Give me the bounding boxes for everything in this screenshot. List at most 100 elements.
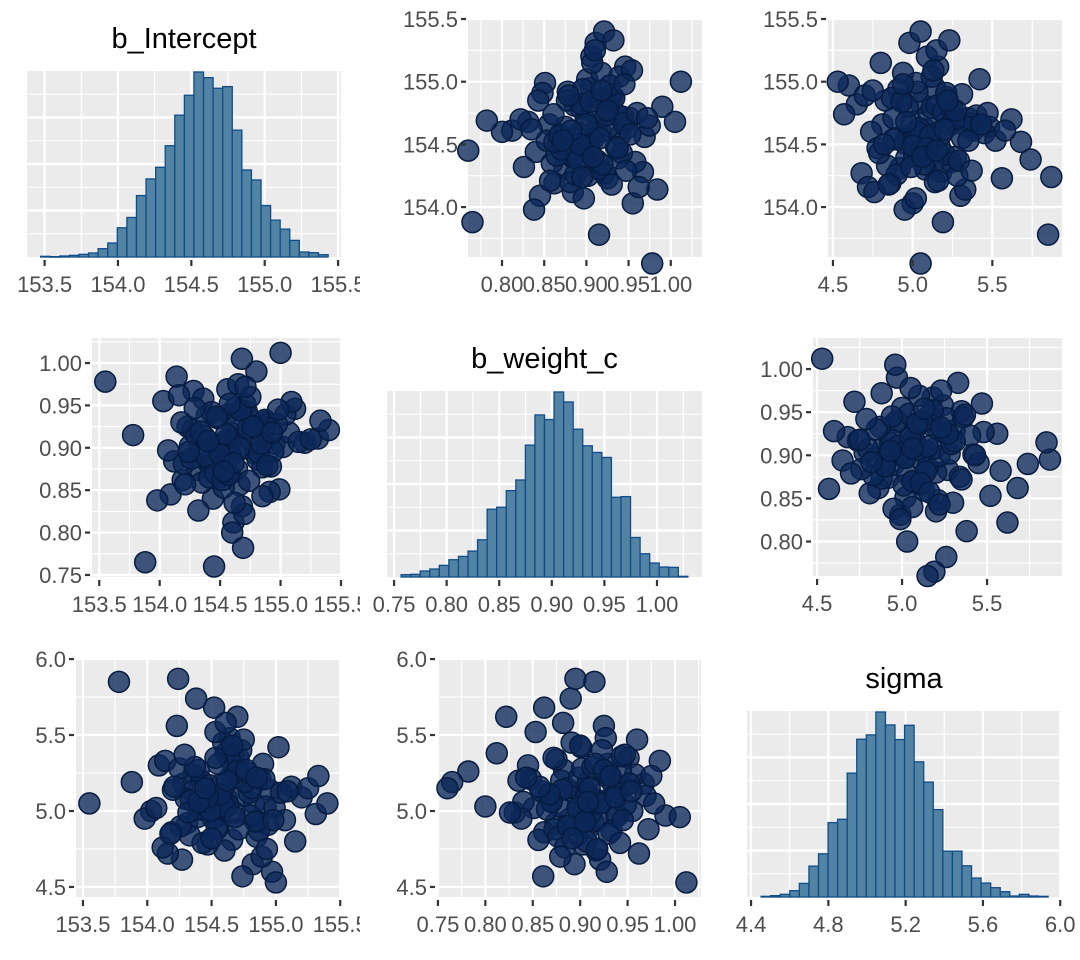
x-tick-label: 5.6 — [968, 912, 999, 937]
scatter-point — [1035, 431, 1058, 454]
scatter-point — [223, 491, 246, 515]
scatter-point — [1040, 165, 1063, 189]
x-tick-label: 155.5 — [313, 592, 368, 617]
x-tick-label: 1.00 — [649, 272, 692, 297]
panel-title: b_Intercept — [111, 23, 256, 55]
histogram-bar — [980, 882, 992, 898]
scatter-point — [202, 555, 226, 578]
histogram-bar — [836, 818, 848, 898]
scatter-point — [637, 817, 660, 841]
histogram-bar — [601, 456, 613, 578]
scatter-point — [848, 428, 871, 452]
scatter-point — [568, 734, 592, 757]
scatter-point — [266, 398, 290, 421]
histogram-bar — [429, 568, 440, 578]
scatter-point — [251, 484, 274, 508]
scatter-point — [642, 792, 666, 815]
scatter-point — [926, 169, 950, 193]
scatter-point — [133, 550, 157, 574]
scatter-point — [640, 764, 663, 788]
scatter-point — [963, 444, 987, 467]
scatter-point — [264, 871, 288, 894]
histogram-bar — [677, 575, 689, 578]
histogram-bar — [505, 489, 517, 578]
scatter-point — [564, 667, 587, 691]
scatter-point — [561, 827, 584, 850]
histogram-bar — [308, 252, 320, 258]
scatter-point — [572, 187, 596, 210]
scatter-point — [1019, 148, 1042, 171]
scatter-point — [1016, 452, 1040, 476]
histogram-bar — [317, 254, 329, 258]
histogram-bar — [894, 738, 906, 898]
scatter-point — [532, 696, 556, 719]
y-tick-label: 155.5 — [403, 7, 458, 32]
scatter-point — [474, 795, 497, 818]
histogram-bar — [923, 781, 934, 898]
histogram-bar — [524, 444, 536, 578]
scatter-point — [587, 223, 611, 246]
scatter-point — [230, 347, 254, 371]
histogram-bar — [658, 566, 670, 578]
scatter-point — [267, 735, 290, 759]
scatter-point — [583, 670, 606, 694]
scatter-point — [602, 29, 625, 52]
y-tick-label: 155.5 — [763, 7, 818, 32]
scatter-point — [822, 419, 846, 443]
scatter-point — [538, 169, 562, 193]
y-tick-label: 155.0 — [403, 70, 458, 95]
scatter-point — [880, 405, 904, 428]
histogram-bar — [827, 821, 839, 898]
scatter-point — [159, 822, 182, 846]
histogram-bar — [999, 891, 1011, 898]
scatter-point — [524, 720, 547, 744]
scatter-point — [583, 39, 607, 62]
histogram-bar — [154, 166, 166, 258]
scatter-point — [935, 545, 958, 569]
scatter-point — [120, 770, 144, 794]
scatter-point — [608, 831, 632, 855]
scatter-point — [559, 687, 582, 710]
histogram-bar — [913, 761, 925, 898]
scatter-point — [929, 379, 953, 402]
y-tick-label: 0.90 — [760, 443, 803, 468]
histogram-bar — [875, 711, 887, 898]
histogram-bar — [87, 252, 99, 258]
scatter-point — [165, 714, 189, 738]
scatter-point — [810, 347, 834, 370]
scatter-point — [895, 110, 918, 134]
histogram-bar — [1037, 895, 1049, 898]
scatter-point — [909, 252, 932, 275]
x-tick-label: 155.0 — [237, 272, 292, 297]
y-tick-label: 154.5 — [763, 132, 818, 157]
scatter-point — [912, 397, 936, 420]
scatter-point — [167, 383, 191, 407]
scatter-point — [237, 469, 261, 493]
x-tick-label: 154.0 — [90, 272, 145, 297]
x-tick-label: 0.95 — [606, 912, 649, 937]
scatter-point — [531, 865, 555, 888]
scatter-point — [202, 696, 226, 719]
histogram-bar — [78, 253, 90, 258]
scatter-point — [299, 428, 323, 451]
histogram-bar — [202, 76, 214, 258]
scatter-point — [599, 764, 622, 788]
x-tick-label: 154.5 — [164, 272, 219, 297]
scatter-point — [817, 477, 841, 501]
histogram-bar — [107, 242, 118, 258]
panel-scatter-2-0: 4.5 5.0 5.5 6.0 153.5 154.0 154.5 155.0 155.5 — [35, 647, 360, 937]
scatter-point — [475, 109, 499, 132]
scatter-point — [187, 499, 210, 522]
x-tick-label: 4.4 — [736, 912, 767, 937]
scatter-point — [173, 472, 197, 496]
histogram-bar — [789, 890, 801, 898]
x-tick-label: 5.2 — [890, 912, 921, 937]
scatter-point — [646, 178, 669, 201]
scatter-point — [839, 462, 863, 485]
scatter-point — [177, 440, 200, 464]
scatter-point — [595, 860, 618, 884]
scatter-point — [922, 59, 945, 82]
x-tick-label: 153.5 — [17, 272, 72, 297]
scatter-point — [316, 792, 339, 815]
